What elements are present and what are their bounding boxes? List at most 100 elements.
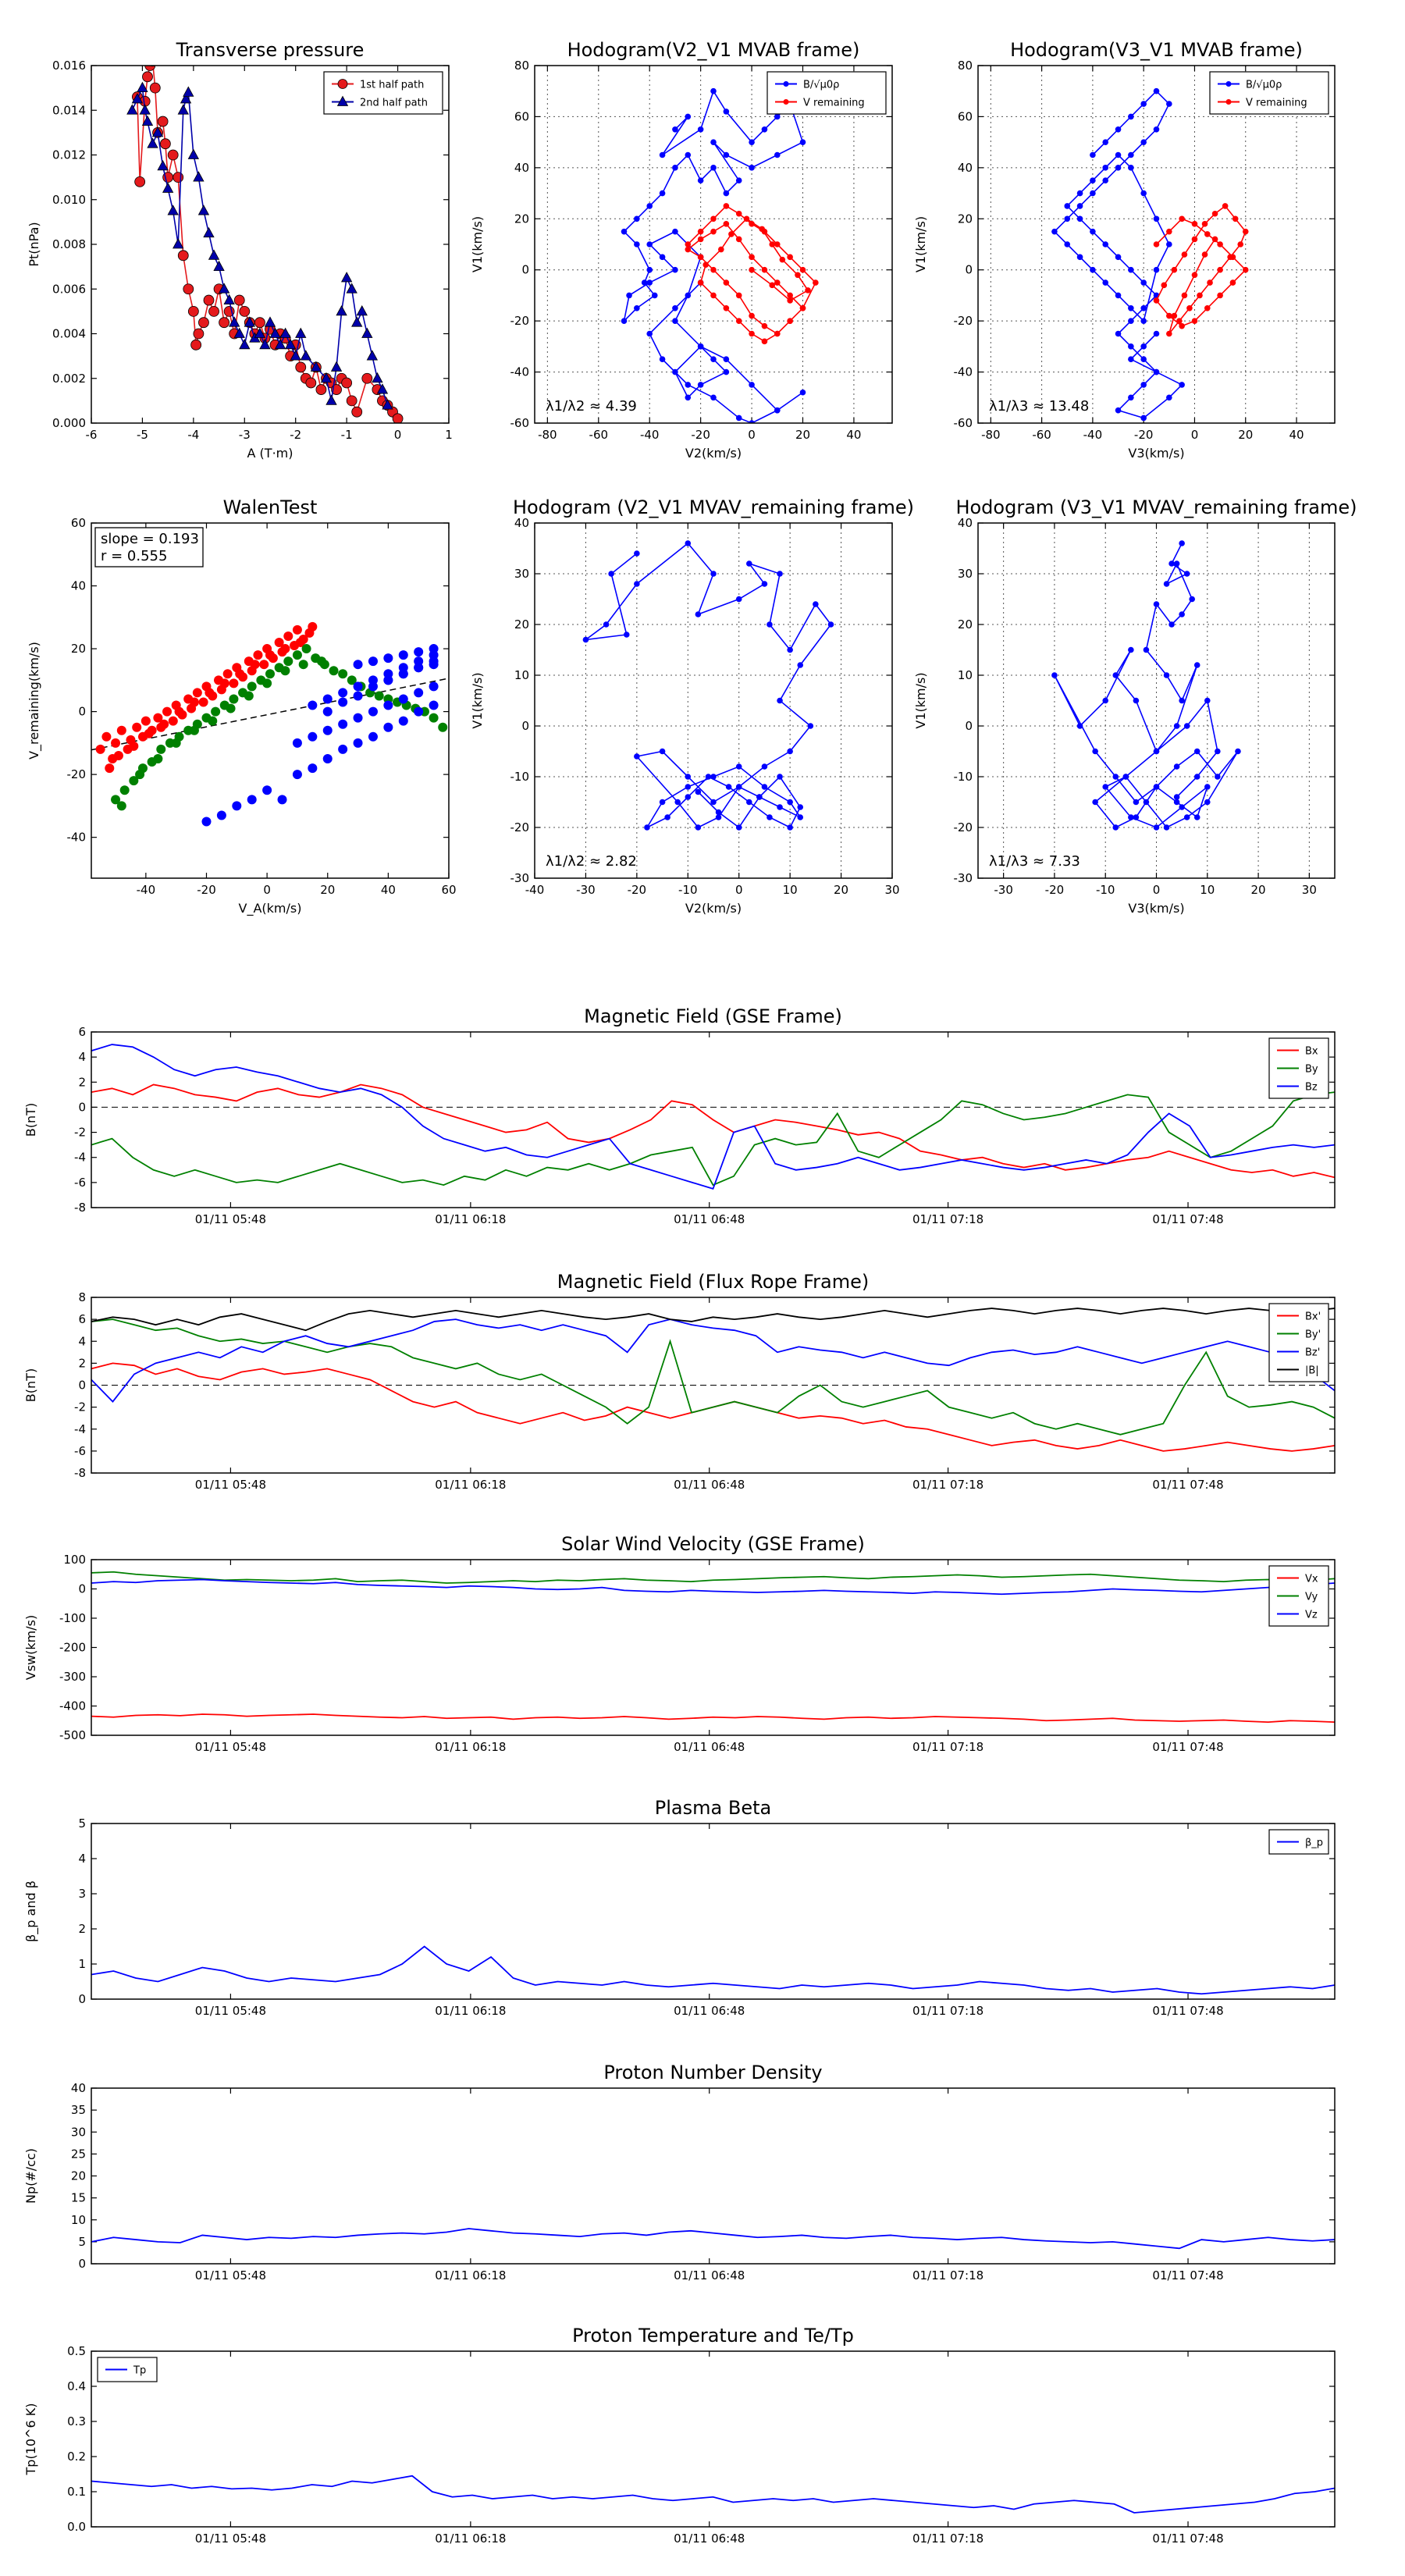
axes-frame bbox=[977, 65, 1336, 424]
data-point bbox=[799, 389, 806, 396]
x-tick-label: 01/11 06:18 bbox=[435, 1212, 506, 1226]
series-v-remaining bbox=[685, 203, 819, 345]
y-tick-label: -4 bbox=[74, 1422, 86, 1436]
series-line bbox=[91, 1571, 1335, 1584]
y-tick-label: 40 bbox=[71, 2081, 86, 2095]
data-point bbox=[1128, 165, 1134, 171]
panel-hodogram-v3v1-mvab: Hodogram(V3_V1 MVAB frame) -60 -40 -20 0 20 40… bbox=[913, 39, 1336, 461]
data-point bbox=[280, 644, 290, 654]
y-axis-label: Pt(nPa) bbox=[27, 222, 41, 266]
data-point bbox=[129, 776, 139, 786]
data-point bbox=[1166, 394, 1172, 401]
data-point bbox=[361, 327, 373, 338]
x-tick-label: 20 bbox=[1251, 883, 1266, 897]
data-point bbox=[749, 330, 755, 337]
series-line bbox=[583, 542, 832, 829]
series-0 bbox=[95, 621, 318, 774]
data-point bbox=[162, 182, 174, 193]
y-tick-label: 0.012 bbox=[52, 148, 86, 162]
y-tick-label: 60 bbox=[514, 109, 529, 123]
data-point bbox=[134, 176, 146, 187]
series-b-0- bbox=[1051, 87, 1185, 422]
data-point bbox=[295, 327, 307, 338]
data-point bbox=[382, 399, 393, 410]
data-point bbox=[368, 675, 378, 685]
data-point bbox=[279, 327, 291, 338]
x-tick-label: 40 bbox=[846, 428, 861, 442]
data-point bbox=[1090, 228, 1096, 235]
legend-label: Bx' bbox=[1305, 1311, 1321, 1323]
data-point bbox=[1153, 368, 1160, 375]
x-tick-label: 0 bbox=[1153, 883, 1161, 897]
data-point bbox=[1128, 343, 1134, 350]
data-point bbox=[735, 236, 742, 243]
legend-label: Vx bbox=[1305, 1574, 1318, 1585]
series-vy bbox=[91, 1571, 1335, 1584]
data-point bbox=[695, 611, 702, 617]
x-tick-label: 01/11 07:48 bbox=[1152, 1740, 1223, 1754]
data-point bbox=[1133, 814, 1140, 820]
series-0 bbox=[91, 2228, 1335, 2250]
data-point bbox=[685, 394, 692, 401]
x-tick-label: 01/11 06:18 bbox=[435, 2004, 506, 2018]
x-axis-label: V3(km/s) bbox=[1128, 901, 1184, 916]
axes-frame bbox=[91, 1297, 1336, 1474]
legend-marker bbox=[783, 99, 789, 105]
data-point bbox=[1051, 672, 1058, 678]
data-point bbox=[1112, 824, 1119, 831]
x-tick-label: 01/11 07:18 bbox=[912, 1740, 984, 1754]
x-tick-label: -60 bbox=[1032, 428, 1051, 442]
panel-title: Transverse pressure bbox=[176, 39, 365, 61]
legend-box bbox=[1209, 71, 1329, 115]
data-point bbox=[787, 799, 793, 806]
data-point bbox=[310, 361, 322, 372]
data-point bbox=[219, 317, 230, 329]
y-tick-label: 20 bbox=[958, 212, 973, 226]
data-point bbox=[351, 406, 363, 418]
data-point bbox=[1076, 190, 1083, 197]
panel-title: Magnetic Field (GSE Frame) bbox=[584, 1005, 842, 1027]
data-point bbox=[1179, 611, 1185, 617]
x-tick-label: 0 bbox=[263, 883, 271, 897]
data-point bbox=[250, 660, 260, 670]
panel-walen-test: WalenTest -40 -20 0 20 40 60 -40 -20 0 20 40 60 V_A(k… bbox=[27, 496, 457, 916]
data-point bbox=[211, 706, 221, 717]
data-point bbox=[718, 246, 724, 253]
x-tick-label: 01/11 07:48 bbox=[1152, 2268, 1223, 2282]
data-point bbox=[634, 550, 640, 557]
x-tick-label: 0 bbox=[748, 428, 756, 442]
data-point bbox=[105, 763, 115, 774]
data-point bbox=[1064, 241, 1071, 247]
data-point bbox=[429, 644, 439, 654]
data-point bbox=[710, 774, 717, 780]
data-point bbox=[1153, 824, 1160, 831]
data-point bbox=[142, 71, 153, 83]
data-point bbox=[769, 282, 776, 289]
annotation-text: λ1/λ3 ≈ 13.48 bbox=[989, 398, 1089, 415]
data-point bbox=[1128, 304, 1134, 311]
x-tick-label: -2 bbox=[290, 428, 301, 442]
data-point bbox=[672, 318, 678, 324]
y-tick-label: -10 bbox=[510, 770, 530, 784]
y-tick-label: 2 bbox=[78, 1075, 86, 1089]
y-tick-label: 20 bbox=[514, 212, 529, 226]
panel-hodogram-v2v1-mvab: Hodogram(V2_V1 MVAB frame) -60 -40 -20 0 20 40… bbox=[470, 39, 893, 461]
data-point bbox=[183, 283, 194, 295]
data-point bbox=[119, 785, 130, 795]
x-tick-label: 0 bbox=[1191, 428, 1199, 442]
data-point bbox=[710, 87, 717, 94]
data-point bbox=[1232, 215, 1239, 222]
y-tick-label: 0.3 bbox=[67, 2414, 86, 2428]
data-point bbox=[274, 338, 286, 350]
data-point bbox=[229, 678, 239, 688]
data-point bbox=[1112, 774, 1119, 780]
y-tick-label: 30 bbox=[958, 567, 973, 581]
y-tick-label: 4 bbox=[78, 1334, 86, 1348]
data-point bbox=[1193, 748, 1200, 755]
data-point bbox=[761, 581, 768, 587]
data-point bbox=[177, 250, 189, 262]
x-tick-label: 20 bbox=[320, 883, 335, 897]
x-axis-label: V2(km/s) bbox=[685, 901, 742, 916]
y-tick-label: 0.006 bbox=[52, 282, 86, 296]
data-point bbox=[1128, 356, 1134, 363]
